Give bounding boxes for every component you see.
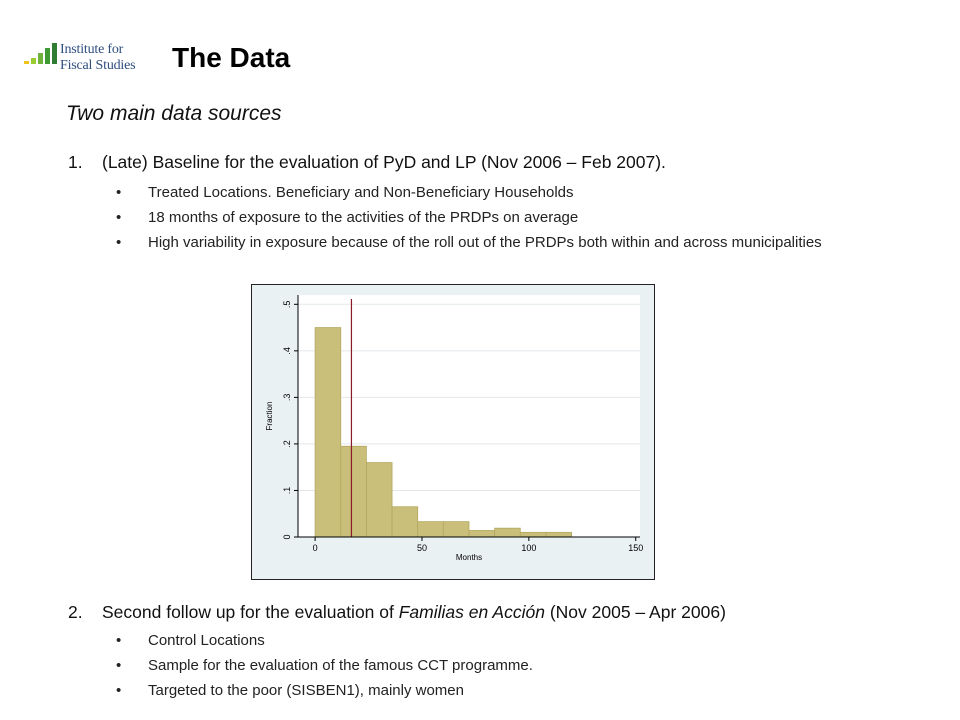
item-number: 2.	[68, 602, 83, 622]
bullet-text: High variability in exposure because of …	[148, 234, 822, 251]
bullet-text: Sample for the evaluation of the famous …	[148, 657, 533, 674]
logo-text: Institute for Fiscal Studies	[60, 42, 136, 74]
x-tick-label: 0	[313, 543, 318, 553]
item-text-before: Second follow up for the evaluation of	[102, 602, 399, 622]
histogram-bar	[366, 462, 393, 538]
bullet-text: Control Locations	[148, 632, 265, 649]
source-item-2: 2. Second follow up for the evaluation of…	[68, 602, 726, 623]
x-tick-label: 50	[417, 543, 427, 553]
x-tick-label: 150	[628, 543, 643, 553]
item-text-after: (Nov 2005 – Apr 2006)	[544, 602, 726, 622]
bullet-text: Targeted to the poor (SISBEN1), mainly w…	[148, 682, 464, 699]
histogram-bar	[468, 530, 496, 538]
histogram-bar	[314, 327, 342, 538]
y-tick-label: .3	[282, 394, 292, 402]
y-tick-label: .1	[282, 487, 292, 495]
histogram-bar	[391, 506, 419, 538]
ifs-logo: Institute for Fiscal Studies	[24, 42, 150, 82]
list-item: • Sample for the evaluation of the famous…	[114, 653, 533, 678]
logo-bars-icon	[24, 43, 57, 64]
slide-subtitle: Two main data sources	[66, 102, 282, 125]
exposure-histogram: 0 .1 .2 .3 .4 .5 0 50 100 150 Months Fraction	[251, 284, 655, 580]
slide-title: The Data	[172, 42, 291, 73]
source-2-bullets: • Control Locations • Sample for the evalu…	[114, 628, 533, 703]
list-item: • 18 months of exposure to the activities…	[114, 205, 848, 230]
source-item-1: 1. (Late) Baseline for the evaluation of …	[68, 152, 666, 173]
logo-line-1: Institute for	[60, 42, 124, 57]
y-tick-label: .5	[282, 301, 292, 309]
histogram-bar	[494, 527, 521, 538]
item-text: (Late) Baseline for the evaluation of Py…	[102, 152, 666, 172]
bullet-text: 18 months of exposure to the activities …	[148, 209, 579, 226]
list-item: • Treated Locations. Beneficiary and Non-…	[114, 180, 848, 205]
bullet-icon: •	[116, 632, 122, 649]
y-tick-label: 0	[282, 534, 292, 539]
histogram-bar	[545, 531, 573, 538]
bullet-icon: •	[116, 682, 122, 699]
source-1-bullets: • Treated Locations. Beneficiary and Non-…	[114, 180, 848, 255]
list-item: • High variability in exposure because of…	[114, 230, 848, 255]
list-item: • Control Locations	[114, 628, 533, 653]
y-tick-label: .2	[282, 440, 292, 448]
bullet-text: Treated Locations. Beneficiary and Non-B…	[148, 184, 574, 201]
y-axis-title: Fraction	[265, 402, 274, 431]
item-text-italic: Familias en Acción	[398, 602, 545, 622]
histogram-bar	[442, 521, 470, 538]
bullet-icon: •	[116, 209, 122, 226]
item-number: 1.	[68, 152, 83, 172]
histogram-bar	[340, 445, 367, 538]
histogram-svg: 0 .1 .2 .3 .4 .5 0 50 100 150 Months Fraction	[252, 285, 654, 579]
bullet-icon: •	[116, 234, 122, 251]
logo-line-2: Fiscal Studies	[60, 58, 136, 73]
bullet-icon: •	[116, 657, 122, 674]
x-tick-label: 100	[521, 543, 536, 553]
y-tick-label: .4	[282, 347, 292, 355]
bullet-icon: •	[116, 184, 122, 201]
histogram-bar	[417, 521, 444, 538]
histogram-bar	[519, 531, 547, 538]
list-item: • Targeted to the poor (SISBEN1), mainly …	[114, 678, 533, 703]
x-axis-title: Months	[456, 553, 482, 562]
